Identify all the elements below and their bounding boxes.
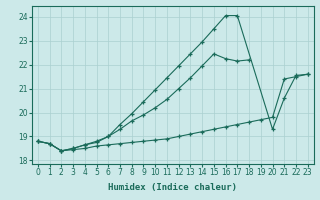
X-axis label: Humidex (Indice chaleur): Humidex (Indice chaleur) xyxy=(108,183,237,192)
